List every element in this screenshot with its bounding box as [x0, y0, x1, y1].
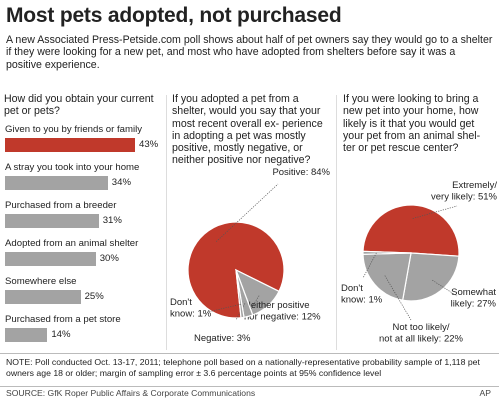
pie-slice-label: Neither positive	[244, 300, 309, 311]
bar-label: Given to you by friends or family	[5, 124, 143, 135]
bar-label: Somewhere else	[5, 276, 77, 287]
pie-chart-likelihood-panel: If you were looking to bring a new pet i…	[339, 88, 499, 353]
pie-chart-likelihood: Extremely/very likely: 51% Somewhatlikely…	[341, 180, 498, 345]
bar	[5, 138, 135, 152]
pie-slice	[362, 250, 412, 255]
pie-slice-label: Negative: 3%	[194, 333, 251, 344]
pie-slice	[401, 252, 460, 302]
chart-subtitle: A new Associated Press-Petside.com poll …	[6, 34, 493, 71]
pie-slice	[362, 204, 460, 257]
divider	[0, 353, 499, 354]
column-separator	[336, 95, 337, 350]
label-leader-line	[412, 205, 458, 219]
pie-slice-label: Positive: 84%	[272, 167, 330, 178]
chart-title: Most pets adopted, not purchased	[6, 4, 342, 27]
bar-value-label: 25%	[84, 291, 104, 302]
bar-label: A stray you took into your home	[5, 162, 140, 173]
pie-slice-label: Extremely/	[452, 180, 497, 191]
label-leader-line	[207, 303, 241, 313]
pie-chart-likelihood-question: If you were looking to bring a new pet i…	[343, 93, 481, 155]
bar-label: Adopted from an animal shelter	[5, 238, 139, 249]
bar-label: Purchased from a breeder	[5, 200, 117, 211]
pie-slice	[235, 269, 245, 319]
agency-credit: AP	[479, 388, 491, 398]
source-credit: SOURCE: GfK Roper Public Affairs & Corpo…	[6, 388, 256, 398]
bar-value-label: 30%	[99, 253, 119, 264]
bar-value-label: 34%	[111, 177, 131, 188]
pie-chart-experience-panel: If you adopted a pet from a shelter, wou…	[168, 88, 333, 353]
pie-slice-label: Don't	[170, 297, 192, 308]
pie-slice-label: not at all likely: 22%	[379, 334, 464, 345]
label-leader-line	[432, 279, 458, 297]
label-leader-line	[235, 303, 246, 321]
bar-value-label: 43%	[139, 139, 159, 150]
pie-slice	[362, 252, 412, 301]
divider	[0, 386, 499, 387]
bar	[5, 290, 81, 304]
bar-value-label: 31%	[102, 215, 122, 226]
footnote: NOTE: Poll conducted Oct. 13-17, 2011; t…	[6, 357, 480, 379]
bar-value-label: 14%	[51, 329, 71, 340]
pie-slice-label: know: 1%	[341, 295, 383, 306]
pie-slice-label: Somewhat	[451, 287, 496, 298]
label-leader-line	[216, 183, 279, 242]
bar	[5, 252, 96, 266]
pie-slice-label: likely: 27%	[451, 299, 497, 310]
bar	[5, 328, 48, 342]
pie-slice-label: very likely: 51%	[431, 192, 498, 203]
bar	[5, 176, 108, 190]
pie-slice-label: Not too likely/	[392, 322, 449, 333]
label-leader-line	[249, 295, 260, 311]
column-separator	[166, 95, 167, 350]
pie-slice-label: know: 1%	[170, 309, 212, 320]
bar-label: Purchased from a pet store	[5, 314, 121, 325]
pie-slice-label: Don't	[341, 283, 363, 294]
bar-chart-panel: How did you obtain your current pet or p…	[4, 88, 164, 353]
pie-chart-experience-question: If you adopted a pet from a shelter, wou…	[172, 93, 323, 167]
bar-chart-question: How did you obtain your current pet or p…	[4, 93, 154, 118]
pie-slice-label: nor negative: 12%	[244, 312, 321, 323]
bar	[5, 214, 99, 228]
